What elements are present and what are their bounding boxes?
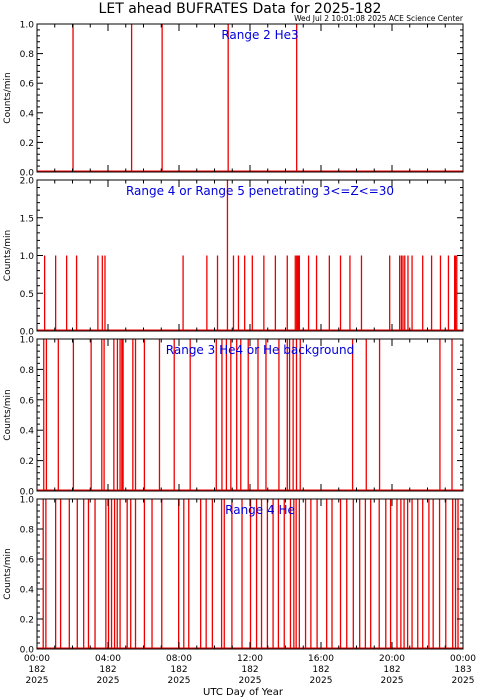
y-tick-label: 0.8 <box>20 366 35 376</box>
x-tick-label: 182 <box>170 665 187 675</box>
x-tick-label: 20:00 <box>379 654 405 664</box>
panel-label: Range 4 He <box>225 503 295 517</box>
x-tick-label: 2025 <box>97 676 120 686</box>
y-tick-label: 0.4 <box>20 586 35 596</box>
panel-frame <box>36 23 464 173</box>
y-tick-label: 1.0 <box>20 21 35 31</box>
timestamp: Wed Jul 2 10:01:08 2025 ACE Science Cent… <box>294 14 464 23</box>
y-tick-label: 0.2 <box>20 457 34 467</box>
x-tick-label: 2025 <box>168 676 191 686</box>
y-tick-label: 0.4 <box>20 427 35 437</box>
panel-label: Range 4 or Range 5 penetrating 3<=Z<=30 <box>126 184 394 198</box>
panel-label: Range 2 He3 <box>221 28 298 42</box>
y-tick-label: 0.0 <box>20 646 35 656</box>
x-tick-label: 182 <box>99 665 116 675</box>
x-tick-label: 182 <box>383 665 400 675</box>
y-axis-label: Counts/min <box>3 230 13 281</box>
y-tick-label: 0.2 <box>20 616 34 626</box>
y-axis-label: Counts/min <box>3 389 13 440</box>
y-tick-label: 0.0 <box>20 488 35 498</box>
panel-3: 0.0 0.2 0.4 0.6 0.8 1.0 Counts/min Range 3 He4 … <box>3 336 464 498</box>
x-axis-label: UTC Day of Year <box>203 687 284 698</box>
x-tick-label: 00:00 <box>24 654 50 664</box>
y-tick-label: 0.0 <box>20 169 35 179</box>
panel-4: 0.0 0.2 0.4 0.6 0.8 1.0 Counts/min Range 4 He <box>3 496 464 656</box>
x-tick-label: 182 <box>28 665 45 675</box>
panel-2: 0.0 0.5 1.0 1.5 2.0 Counts/min Range 4 or Rang… <box>3 177 464 338</box>
y-axis-label: Counts/min <box>3 548 13 599</box>
x-tick-label: 04:00 <box>95 654 121 664</box>
y-tick-label: 1.5 <box>20 214 34 224</box>
x-tick-label: 2025 <box>26 676 49 686</box>
x-tick-label: 2025 <box>381 676 404 686</box>
y-tick-label: 0.6 <box>20 396 35 406</box>
y-tick-label: 0.8 <box>20 526 35 536</box>
x-tick-label: 2025 <box>310 676 333 686</box>
y-tick-label: 0.6 <box>20 80 35 90</box>
y-tick-label: 1.0 <box>20 496 35 506</box>
y-tick-label: 0.8 <box>20 50 35 60</box>
y-tick-label: 1.0 <box>20 252 35 262</box>
y-tick-label: 0.6 <box>20 556 35 566</box>
x-tick-label: 08:00 <box>166 654 192 664</box>
x-tick-label: 12:00 <box>237 654 263 664</box>
x-tick-label: 182 <box>241 665 258 675</box>
figure-title: LET ahead BUFRATES Data for 2025-182 <box>99 1 382 17</box>
panel-1: 0.0 0.2 0.4 0.6 0.8 1.0 Counts/min Range 2 He3 <box>3 21 464 179</box>
x-tick-label: 2025 <box>452 676 475 686</box>
y-tick-label: 0.4 <box>20 109 35 119</box>
x-tick-label: 2025 <box>239 676 262 686</box>
y-tick-label: 1.0 <box>20 336 35 346</box>
y-tick-label: 2.0 <box>20 177 35 187</box>
y-tick-label: 0.5 <box>20 290 34 300</box>
x-axis: 00:00182202504:00182202508:00182202512:0… <box>24 654 476 686</box>
y-tick-label: 0.0 <box>20 328 35 338</box>
x-tick-label: 16:00 <box>308 654 334 664</box>
y-axis-label: Counts/min <box>3 72 13 123</box>
x-tick-label: 00:00 <box>450 654 476 664</box>
x-tick-label: 183 <box>454 665 471 675</box>
panel-frame <box>36 338 464 492</box>
y-tick-label: 0.2 <box>20 139 34 149</box>
panel-label: Range 3 He4 or He background <box>166 343 354 357</box>
x-tick-label: 182 <box>312 665 329 675</box>
